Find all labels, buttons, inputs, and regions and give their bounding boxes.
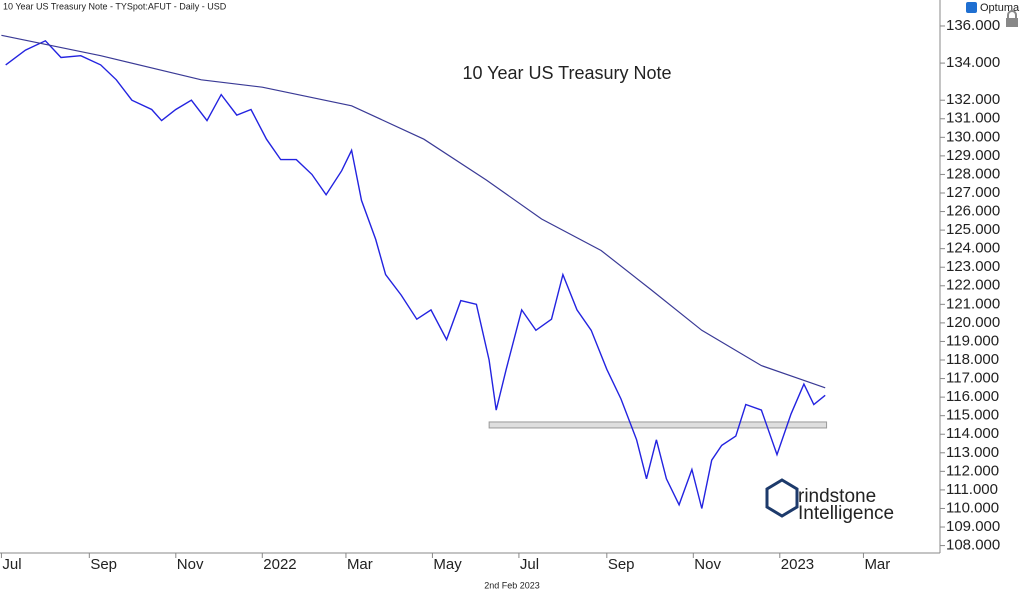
x-tick-label: Jul <box>2 556 21 573</box>
y-tick-label: 112.000 <box>946 462 999 479</box>
y-tick-label: 110.000 <box>946 499 999 516</box>
lock-icon <box>1006 18 1018 27</box>
logo-icon <box>765 478 799 518</box>
y-tick-label: 127.000 <box>946 184 1000 201</box>
x-tick-label: Sep <box>608 556 635 573</box>
y-tick-label: 123.000 <box>946 258 1000 275</box>
y-tick-label: 116.000 <box>946 388 999 405</box>
y-tick-label: 131.000 <box>946 110 1000 127</box>
brand-icon <box>966 2 977 13</box>
y-tick-label: 117.000 <box>946 370 999 387</box>
y-tick-label: 119.000 <box>946 332 999 349</box>
logo-line1: rindstone <box>798 486 876 507</box>
y-tick-label: 124.000 <box>946 240 1000 257</box>
y-tick-label: 134.000 <box>946 54 1000 71</box>
series-line <box>1 34 826 389</box>
y-tick-label: 109.000 <box>946 518 1000 535</box>
y-tick-label: 136.000 <box>946 17 1000 34</box>
chart-title: 10 Year US Treasury Note <box>462 63 671 83</box>
x-tick-label: Mar <box>864 556 890 573</box>
y-tick-label: 130.000 <box>946 128 1000 145</box>
x-tick-label: Nov <box>177 556 204 573</box>
logo-line2: Intelligence <box>798 503 894 524</box>
y-tick-label: 118.000 <box>946 351 999 368</box>
y-tick-label: 128.000 <box>946 165 1000 182</box>
support-band <box>488 421 828 429</box>
x-tick-label: 2022 <box>263 556 296 573</box>
y-tick-label: 114.000 <box>946 425 999 442</box>
header: 10 Year US Treasury Note - TYSpot:AFUT -… <box>3 1 227 11</box>
y-tick-label: 125.000 <box>946 221 1000 238</box>
x-tick-label: Nov <box>694 556 721 573</box>
series-line <box>5 39 826 509</box>
y-tick-label: 115.000 <box>946 407 999 424</box>
y-tick-label: 121.000 <box>946 295 1000 312</box>
y-tick-label: 129.000 <box>946 147 1000 164</box>
x-tick-label: Sep <box>90 556 117 573</box>
date-label: 2nd Feb 2023 <box>484 580 540 590</box>
y-tick-label: 126.000 <box>946 203 1000 220</box>
y-tick-label: 108.000 <box>946 537 1000 554</box>
y-tick-label: 122.000 <box>946 277 1000 294</box>
y-tick-label: 132.000 <box>946 91 1000 108</box>
lock-shackle <box>1007 10 1017 18</box>
x-tick-label: May <box>433 556 462 573</box>
x-tick-label: Jul <box>520 556 539 573</box>
y-tick-label: 111.000 <box>946 481 998 498</box>
x-tick-label: 2023 <box>781 556 814 573</box>
y-tick-label: 113.000 <box>946 444 999 461</box>
y-tick-label: 120.000 <box>946 314 1000 331</box>
x-tick-label: Mar <box>347 556 373 573</box>
